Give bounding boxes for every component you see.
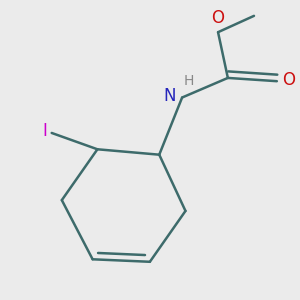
Text: O: O [282, 70, 295, 88]
Text: O: O [212, 9, 224, 27]
Text: N: N [163, 87, 176, 105]
Text: I: I [42, 122, 47, 140]
Text: H: H [184, 74, 194, 88]
